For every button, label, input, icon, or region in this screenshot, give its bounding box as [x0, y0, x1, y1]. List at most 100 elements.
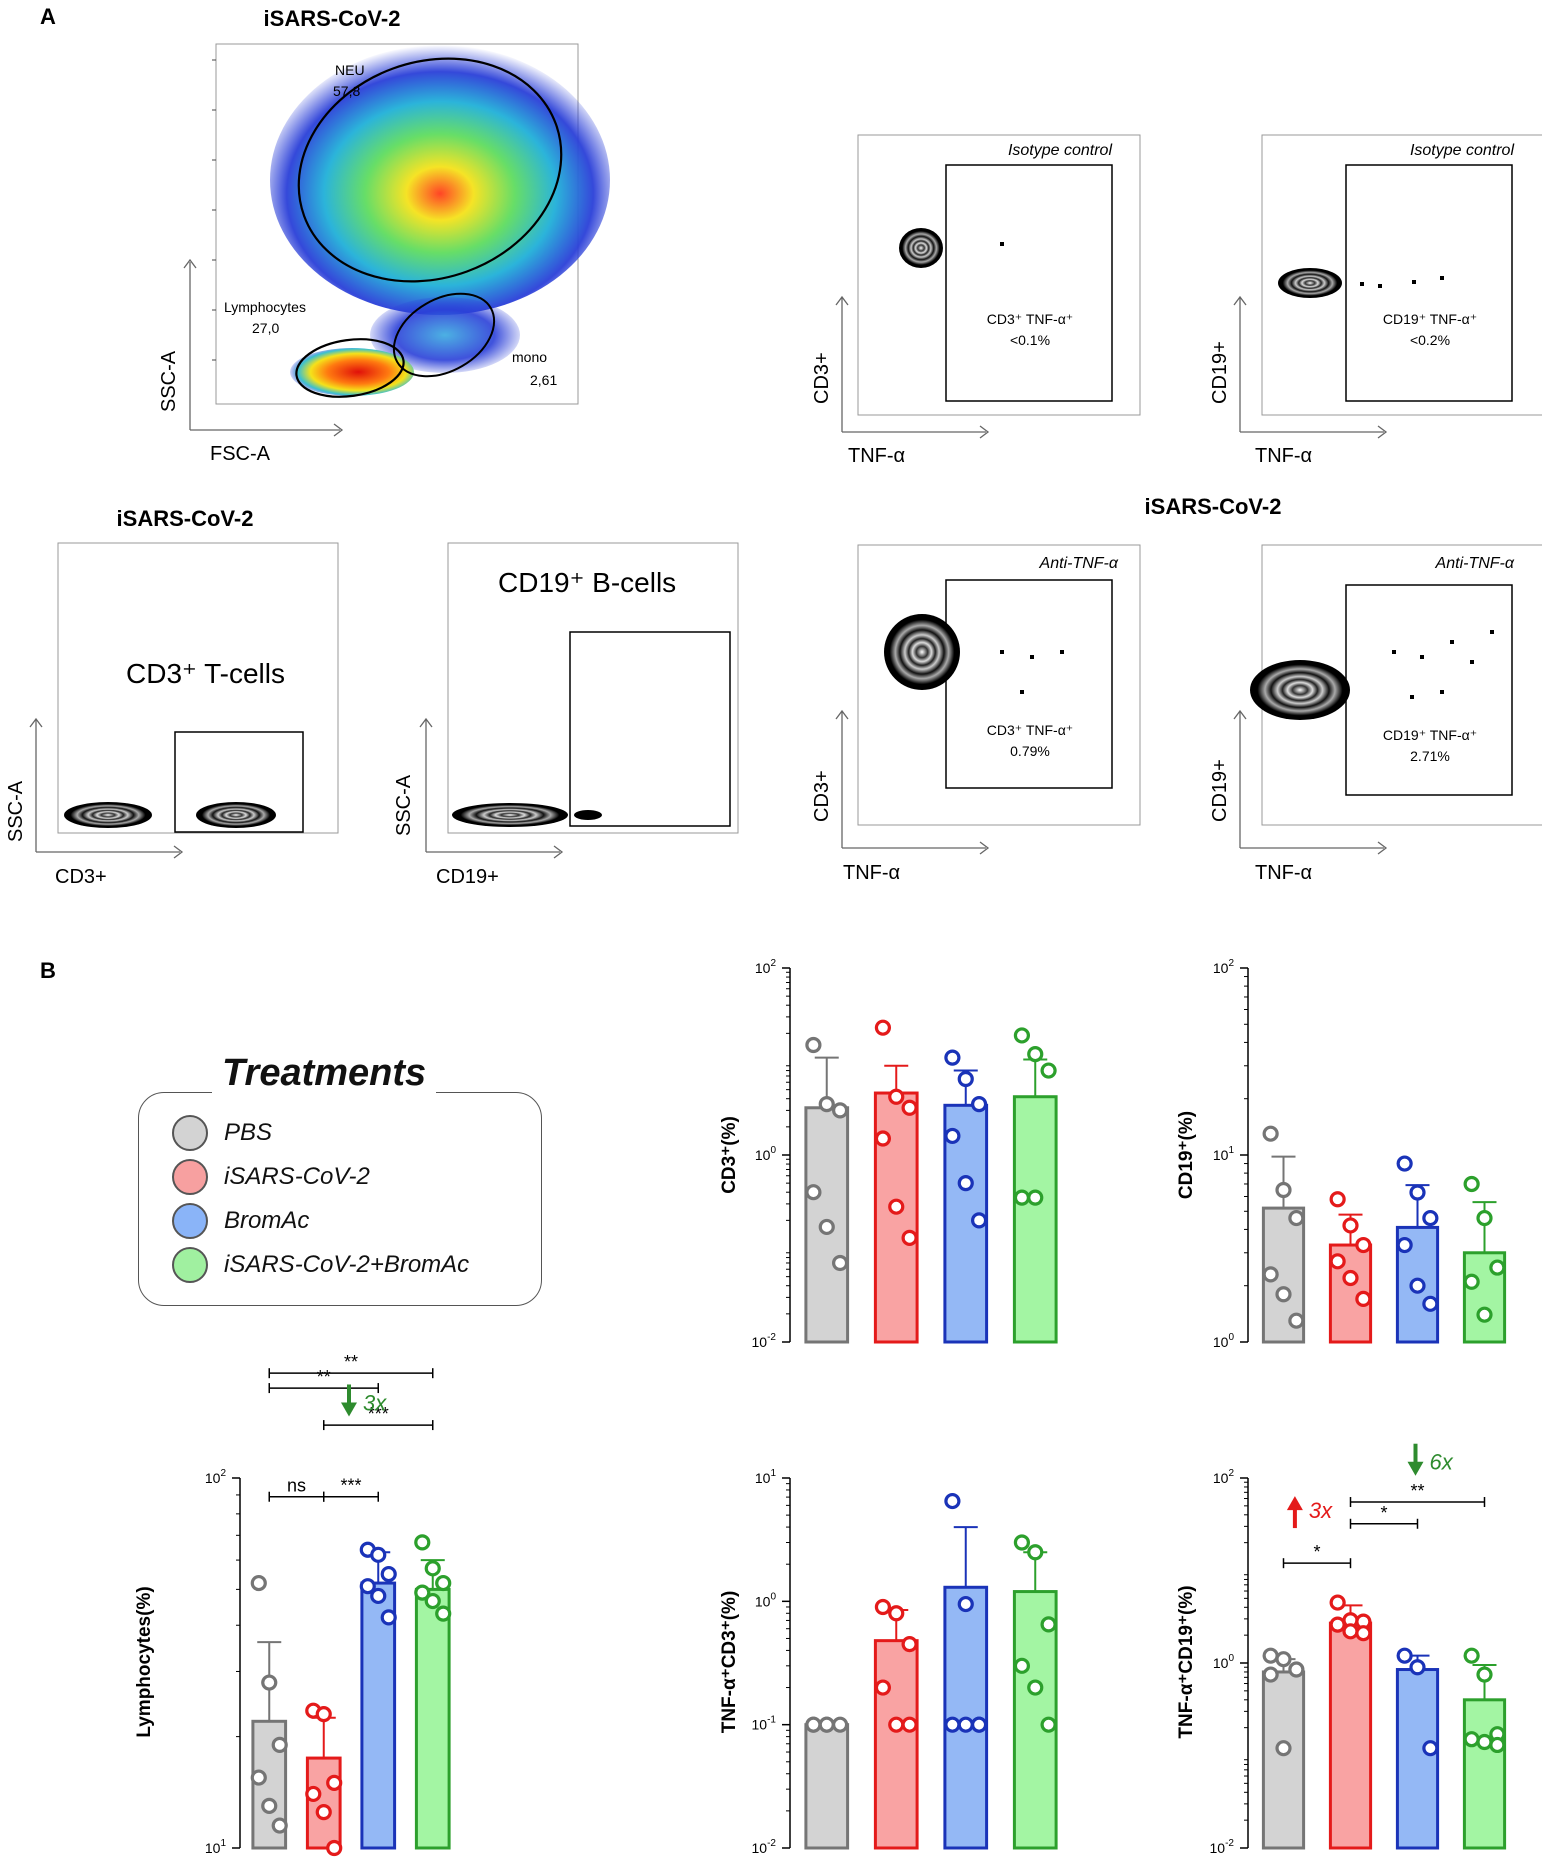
bar-cd3-3	[1012, 1095, 1058, 1344]
lymph-gate-value: 27,0	[252, 320, 279, 336]
y-tick-label: 100	[1213, 1653, 1235, 1671]
data-point	[1262, 1266, 1279, 1283]
data-point	[1040, 1062, 1057, 1079]
data-point	[1040, 1616, 1057, 1633]
data-point	[1396, 1236, 1413, 1254]
data-point	[1342, 1269, 1359, 1287]
data-point	[261, 1674, 278, 1691]
iso-cd19-gate-line2: <0.2%	[1410, 332, 1450, 348]
bar-lymph-0	[251, 1719, 288, 1850]
sig-label: ***	[340, 1476, 361, 1496]
data-point	[1013, 1534, 1031, 1551]
bar-tnf_cd19-2	[1395, 1668, 1440, 1850]
data-point	[1027, 1189, 1044, 1206]
data-point	[888, 1088, 905, 1105]
fold-change-label: 3x	[1309, 1498, 1333, 1523]
anti-cd19-gate-line1: CD19⁺ TNF-α⁺	[1383, 727, 1477, 743]
data-point	[271, 1736, 288, 1753]
data-point	[1355, 1236, 1372, 1254]
data-point	[831, 1716, 849, 1733]
data-point	[1275, 1286, 1292, 1303]
data-point	[315, 1706, 332, 1723]
lymph-population	[290, 348, 414, 396]
neu-population	[270, 45, 610, 315]
neu-gate-name: NEU	[335, 62, 365, 78]
data-point	[957, 1595, 974, 1613]
iso-cd3-ylabel: CD3+	[811, 352, 833, 404]
data-point	[957, 1716, 974, 1733]
data-point	[1355, 1290, 1372, 1308]
legend-item: iSARS-CoV-2	[172, 1159, 370, 1195]
iso-cd19-contour	[1278, 268, 1342, 298]
scatter-xlabel: FSC-A	[210, 443, 271, 465]
data-point	[1476, 1209, 1493, 1227]
fold-change-label: 6x	[1430, 1450, 1454, 1475]
scatter-tick-marks	[212, 59, 216, 361]
sig-label: *	[1380, 1503, 1387, 1523]
data-point	[271, 1817, 288, 1834]
legend-swatch	[172, 1247, 208, 1283]
iso-cd3-gate-line1: CD3⁺ TNF-α⁺	[987, 311, 1073, 327]
legend-label: iSARS-CoV-2	[224, 1163, 370, 1190]
y-tick-label: 101	[755, 1468, 777, 1486]
fold-arrow-head	[1407, 1461, 1424, 1476]
panel-b-letter: B	[40, 958, 56, 983]
bar-cd19-3	[1462, 1251, 1507, 1344]
data-point	[944, 1492, 961, 1510]
panel-a: A iSARS-CoV-2 NEU 57,8 Lymphocytes 27,0 …	[5, 4, 1542, 888]
iso-cd19-ylabel: CD19+	[1209, 341, 1231, 404]
isotype-cd19-plot: Isotype control CD19⁺ TNF-α⁺ <0.2% TNF-α…	[1209, 134, 1542, 467]
y-tick-label: 10-2	[752, 1332, 777, 1350]
anti-cd3-gate-line1: CD3⁺ TNF-α⁺	[987, 722, 1073, 738]
data-point	[1409, 1277, 1426, 1294]
data-point	[380, 1565, 397, 1583]
sig-label: **	[344, 1352, 358, 1372]
iso-cd19-gate-line1: CD19⁺ TNF-α⁺	[1383, 311, 1477, 327]
bar-tnf_cd3-2	[943, 1585, 989, 1850]
anti-cd3-gate-line2: 0.79%	[1010, 743, 1050, 759]
y-tick-label: 102	[1213, 958, 1235, 976]
data-point	[874, 1019, 892, 1036]
data-point	[805, 1184, 822, 1201]
data-point	[1040, 1716, 1057, 1733]
mono-gate-name: mono	[512, 349, 547, 365]
anti-tnf-cd3-plot: Anti-TNF-α CD3⁺ TNF-α⁺ 0.79% TNF-α CD3+	[811, 544, 1141, 884]
bar-tnf_cd3-1	[873, 1639, 919, 1850]
sig-label: **	[1410, 1481, 1424, 1501]
panel-letter-b: B	[40, 958, 56, 983]
data-point	[1476, 1306, 1493, 1323]
neu-gate-value: 57,8	[333, 83, 360, 99]
data-point	[888, 1198, 905, 1215]
y-axis-label: CD19⁺(%)	[1176, 1111, 1197, 1199]
iso-cd3-gate-line2: <0.1%	[1010, 332, 1050, 348]
data-point	[370, 1546, 387, 1563]
data-point	[901, 1636, 918, 1653]
data-point	[901, 1716, 918, 1733]
data-point	[250, 1574, 267, 1592]
data-point	[805, 1716, 822, 1733]
data-point	[1463, 1175, 1480, 1193]
data-point	[970, 1716, 988, 1733]
bar-tnf_cd3-0	[804, 1723, 850, 1850]
anti-cd3-xlabel: TNF-α	[843, 862, 900, 884]
fold-arrow-head	[1286, 1496, 1303, 1511]
y-axis-label: TNF-α⁺CD3⁺(%)	[719, 1591, 740, 1734]
mono-population	[370, 297, 520, 373]
data-point	[970, 1096, 988, 1113]
bar-tnf_cd19-0	[1261, 1670, 1306, 1850]
fold-arrow-head	[341, 1402, 357, 1417]
legend-item: PBS	[172, 1115, 272, 1151]
data-point	[326, 1839, 343, 1857]
data-point	[957, 1175, 974, 1192]
data-point	[805, 1036, 822, 1054]
data-point	[874, 1598, 892, 1616]
data-point	[1463, 1647, 1480, 1664]
data-point	[957, 1070, 974, 1088]
y-tick-label: 100	[755, 1145, 777, 1163]
data-point	[1422, 1740, 1439, 1757]
anti-cd19-gate-line2: 2.71%	[1410, 748, 1450, 764]
bar-lymph-2	[360, 1581, 397, 1850]
anti-cd19-title: Anti-TNF-α	[1435, 555, 1515, 572]
data-point	[1262, 1647, 1279, 1664]
y-tick-label: 100	[755, 1591, 777, 1609]
